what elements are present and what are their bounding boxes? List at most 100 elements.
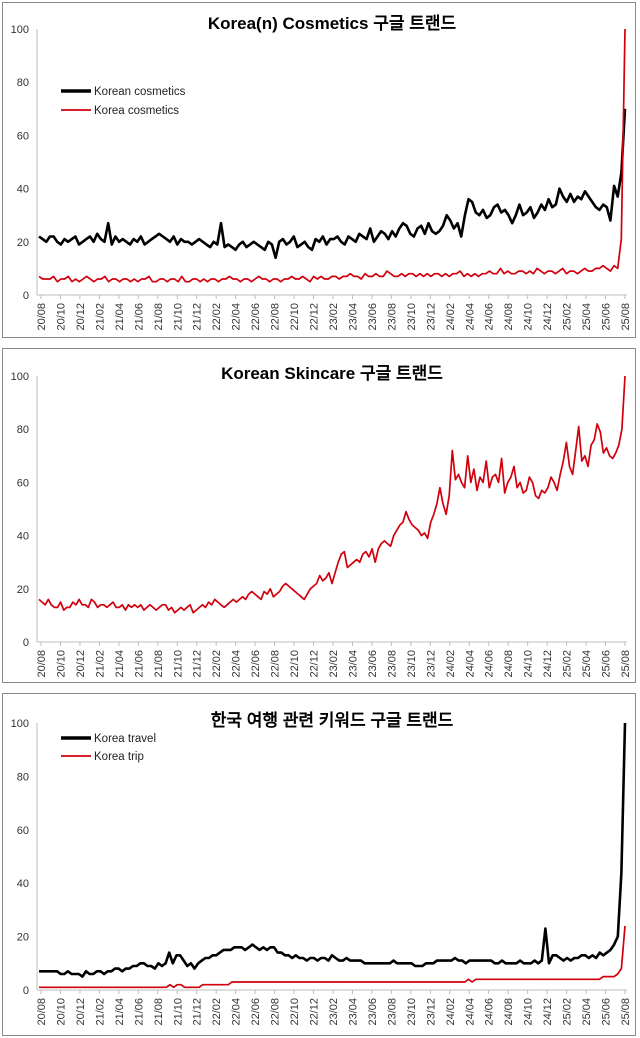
x-tick-label: 22/12	[309, 998, 321, 1026]
chart-travel: 한국 여행 관련 키워드 구글 트랜드 0 20 40 60 80 100 20/08 20/1…	[11, 711, 632, 1026]
legend-label: Korea trip	[94, 751, 144, 763]
x-tick-label: 23/12	[425, 303, 437, 331]
x-tick-label: 24/08	[503, 303, 515, 331]
y-tick-label: 0	[23, 985, 29, 997]
chart-panel-skincare: Korean Skincare 구글 트랜드 0 20 40 60 80 100 20/08 2…	[2, 348, 636, 683]
y-tick-label: 80	[17, 424, 29, 436]
x-tick-label: 20/10	[55, 303, 67, 331]
x-tick-label: 24/02	[445, 303, 457, 331]
x-tick-label: 21/04	[114, 650, 126, 678]
x-tick-label: 21/10	[172, 650, 184, 678]
x-tick-label: 24/04	[464, 998, 476, 1026]
series-line-korea-cosmetics	[38, 28, 626, 283]
chart-panel-travel: 한국 여행 관련 키워드 구글 트랜드 0 20 40 60 80 100 20/08 20/1…	[2, 693, 636, 1036]
legend-label: Korea travel	[94, 733, 156, 745]
y-tick-label: 100	[11, 24, 29, 36]
x-tick-label: 21/12	[192, 650, 204, 678]
x-tick-label: 20/10	[55, 998, 67, 1026]
x-tick-label: 24/02	[445, 650, 457, 678]
x-tick-label: 23/12	[425, 998, 437, 1026]
y-tick-label: 20	[17, 932, 29, 944]
y-tick-label: 40	[17, 878, 29, 890]
x-tick-label: 22/04	[231, 998, 243, 1026]
x-tick-label: 21/02	[94, 303, 106, 331]
x-tick-label: 25/08	[620, 998, 632, 1026]
x-tick-label: 21/12	[192, 998, 204, 1026]
series-line-skincare	[38, 375, 626, 614]
x-tick-label: 20/12	[75, 650, 87, 678]
x-tick-label: 23/04	[347, 998, 359, 1026]
legend-label: Korea cosmetics	[94, 105, 179, 117]
x-tick-label: 24/12	[542, 998, 554, 1026]
x-tick-label: 23/08	[386, 650, 398, 678]
x-tick-label: 24/02	[445, 998, 457, 1026]
x-tick-label: 22/08	[270, 650, 282, 678]
x-tick-label: 23/06	[367, 650, 379, 678]
x-tick-label: 21/12	[192, 303, 204, 331]
x-tick-label: 23/04	[347, 303, 359, 331]
x-tick-label: 25/08	[620, 650, 632, 678]
x-tick-label: 21/02	[94, 650, 106, 678]
x-tick-label: 24/06	[484, 650, 496, 678]
x-tick-label: 22/06	[250, 303, 262, 331]
x-tick-label: 24/12	[542, 303, 554, 331]
y-tick-label: 60	[17, 130, 29, 142]
x-tick-label: 25/06	[601, 650, 613, 678]
x-tick-label: 25/02	[562, 650, 574, 678]
x-tick-label: 25/04	[581, 650, 593, 678]
y-tick-label: 60	[17, 825, 29, 837]
x-tick-label: 25/06	[601, 303, 613, 331]
y-tick-label: 0	[23, 290, 29, 302]
x-tick-label: 25/08	[620, 303, 632, 331]
x-tick-label: 22/08	[270, 998, 282, 1026]
chart-title: Korean Skincare 구글 트랜드	[221, 364, 443, 383]
x-tick-label: 22/12	[309, 650, 321, 678]
legend-label: Korean cosmetics	[94, 86, 186, 98]
x-tick-label: 20/12	[75, 303, 87, 331]
y-tick-label: 100	[11, 371, 29, 383]
y-tick-label: 0	[23, 637, 29, 649]
x-tick-label: 21/08	[153, 998, 165, 1026]
x-tick-label: 25/02	[562, 998, 574, 1026]
chart-title: Korea(n) Cosmetics 구글 트랜드	[208, 14, 457, 33]
y-tick-label: 100	[11, 718, 29, 730]
x-tick-label: 21/10	[172, 998, 184, 1026]
x-tick-label: 24/04	[464, 303, 476, 331]
series-line-korean-cosmetics	[38, 108, 627, 260]
x-tick-label: 20/08	[36, 998, 48, 1026]
x-tick-label: 21/06	[133, 650, 145, 678]
x-tick-label: 23/02	[328, 650, 340, 678]
series-line-korea-travel	[39, 722, 627, 978]
x-tick-label: 25/02	[562, 303, 574, 331]
series-line-korea-trip	[39, 925, 626, 989]
x-tick-label: 23/10	[406, 998, 418, 1026]
x-tick-label: 25/04	[581, 998, 593, 1026]
x-tick-label: 21/04	[114, 303, 126, 331]
x-tick-label: 24/04	[464, 650, 476, 678]
x-tick-label: 22/04	[231, 303, 243, 331]
y-tick-label: 20	[17, 584, 29, 596]
y-tick-label: 80	[17, 771, 29, 783]
x-tick-label: 22/02	[211, 650, 223, 678]
x-tick-label: 22/06	[250, 650, 262, 678]
x-tick-label: 23/12	[425, 650, 437, 678]
x-tick-label: 20/08	[36, 650, 48, 678]
x-tick-label: 20/08	[36, 303, 48, 331]
x-tick-label: 24/08	[503, 998, 515, 1026]
x-tick-label: 22/06	[250, 998, 262, 1026]
x-tick-label: 24/10	[523, 998, 535, 1026]
x-tick-label: 23/02	[328, 303, 340, 331]
x-tick-label: 23/08	[386, 998, 398, 1026]
x-tick-label: 22/10	[289, 998, 301, 1026]
x-tick-label: 23/08	[386, 303, 398, 331]
y-tick-label: 40	[17, 531, 29, 543]
x-tick-label: 22/12	[309, 303, 321, 331]
x-tick-label: 23/06	[367, 303, 379, 331]
x-tick-label: 21/08	[153, 650, 165, 678]
x-tick-label: 25/06	[601, 998, 613, 1026]
x-tick-label: 22/10	[289, 303, 301, 331]
x-tick-label: 24/10	[523, 303, 535, 331]
x-tick-label: 24/12	[542, 650, 554, 678]
chart-panel-cosmetics: Korea(n) Cosmetics 구글 트랜드 0 20 40 60 80 100 20/…	[2, 2, 636, 338]
x-tick-label: 23/10	[406, 650, 418, 678]
